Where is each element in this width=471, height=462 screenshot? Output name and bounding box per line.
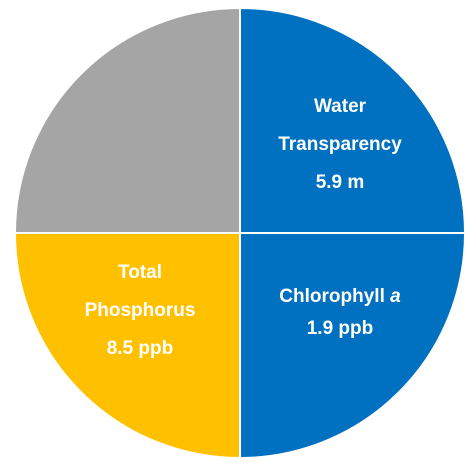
quadrant-label: 8.5 ppb [107,338,174,359]
quadrant [13,6,241,234]
quadrant-label: Phosphorus [85,300,196,321]
quadrant-label: 5.9 m [316,172,365,193]
label-text: 5.9 m [316,172,365,193]
label-text: 1.9 ppb [307,318,374,339]
label-text: 8.5 ppb [107,338,174,359]
label-text: Transparency [278,134,402,155]
quadrant [13,232,241,460]
label-text: Chlorophyll [279,286,390,307]
label-text: Phosphorus [85,300,196,321]
quadrant-label: Water [314,96,367,117]
quadrant-label: Total [118,262,162,283]
quadrant [239,6,467,234]
label-italic: a [390,286,401,307]
quadrant-label: 1.9 ppb [307,318,374,339]
label-text: Total [118,262,162,283]
quadrant-label: Transparency [278,134,402,155]
quadrant-label: Chlorophyll a [279,286,401,307]
label-text: Water [314,96,367,117]
quadrant [239,232,467,460]
